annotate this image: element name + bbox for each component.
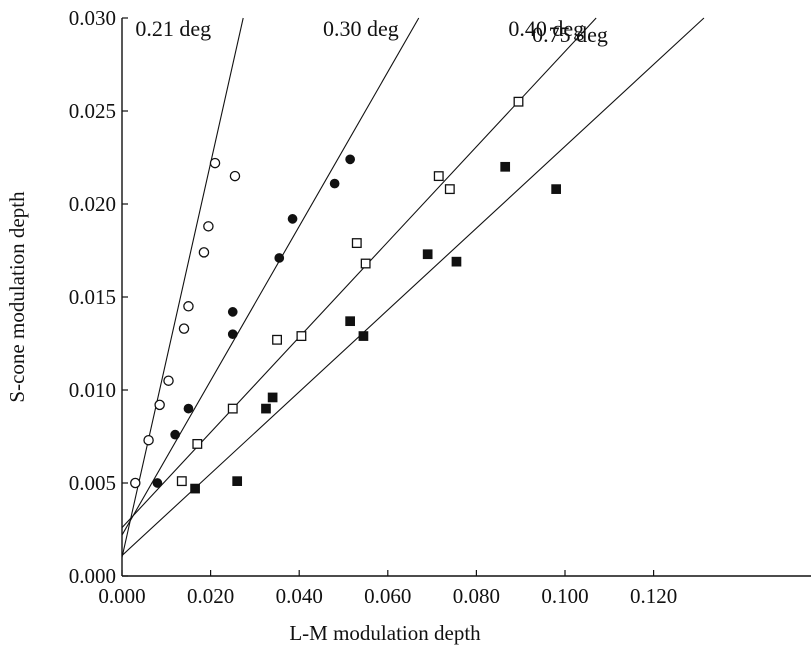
data-point-0-75-deg [345,316,355,327]
data-point-0-40-deg [176,476,187,487]
x-axis-title: L-M modulation depth [289,621,481,645]
y-tick-label: 0.000 [69,564,116,588]
series-label-0-40-deg: 0.40 deg [508,16,584,41]
x-tick-label: 0.060 [364,584,411,608]
data-point-0-40-deg [272,334,283,345]
data-point-0-40-deg [360,258,371,269]
data-point-0-40-deg [444,184,455,195]
data-point-0-21-deg [143,434,154,446]
data-point-0-30-deg [170,429,181,440]
fit-lines [121,17,705,558]
data-point-0-75-deg [358,331,369,341]
data-point-0-75-deg [500,161,511,172]
fit-line-0-75-deg [121,17,705,556]
data-point-0-21-deg [229,170,241,182]
data-point-0-40-deg [227,403,238,414]
data-point-0-30-deg [345,154,355,165]
data-point-0-21-deg [198,247,210,258]
y-tick-label: 0.025 [69,99,116,123]
data-point-0-75-deg [422,249,433,260]
data-point-0-21-deg [130,477,141,489]
data-point-0-21-deg [183,301,194,312]
x-tick-label: 0.000 [98,584,145,608]
data-point-0-30-deg [329,178,340,189]
data-point-0-40-deg [192,438,203,449]
series-label-0-30-deg: 0.30 deg [323,16,399,41]
data-point-0-75-deg [267,392,278,403]
fit-line-0-21-deg [121,17,244,558]
data-point-0-21-deg [163,375,174,386]
data-point-0-21-deg [154,399,165,411]
data-point-0-75-deg [551,184,561,194]
data-point-0-40-deg [351,238,362,249]
x-tick-label: 0.120 [630,584,677,608]
data-point-0-30-deg [274,253,285,263]
tick-labels: 0.000 0.020 0.040 0.060 0.080 0.100 0.120 0.000… [69,6,677,608]
data-point-0-40-deg [433,171,444,182]
x-tick-label: 0.040 [276,584,323,608]
y-tick-label: 0.030 [69,6,116,30]
data-point-0-30-deg [227,329,238,340]
data-point-0-30-deg [287,214,298,224]
data-point-0-30-deg [152,478,163,488]
series-label-0-75-deg: 0.75 deg [532,22,608,47]
data-point-0-21-deg [209,157,221,169]
data-point-0-40-deg [513,96,524,107]
x-tick-label: 0.080 [453,584,500,608]
data-markers [130,96,561,494]
data-point-0-40-deg [296,331,307,342]
data-point-0-75-deg [190,483,200,494]
y-axis-title: S-cone modulation depth [5,191,29,403]
data-point-0-21-deg [178,323,190,334]
data-point-0-75-deg [261,403,271,414]
data-point-0-30-deg [183,403,194,414]
data-point-0-30-deg [227,307,238,317]
data-point-0-75-deg [451,256,462,267]
fit-line-0-30-deg [121,17,420,536]
axes [121,18,811,577]
y-tick-label: 0.010 [69,378,116,402]
data-point-0-75-deg [232,476,243,486]
fit-line-0-40-deg [121,17,597,529]
y-tick-label: 0.005 [69,471,116,495]
y-tick-label: 0.020 [69,192,116,216]
data-point-0-21-deg [203,221,214,232]
series-label-0-21-deg: 0.21 deg [135,16,211,41]
x-tick-label: 0.100 [541,584,588,608]
y-tick-label: 0.015 [69,285,116,309]
tick-marks [121,17,655,577]
x-tick-label: 0.020 [187,584,234,608]
